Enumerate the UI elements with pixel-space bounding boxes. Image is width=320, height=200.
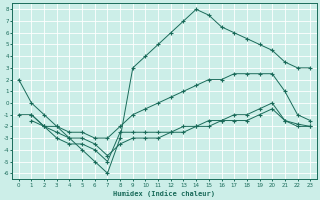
X-axis label: Humidex (Indice chaleur): Humidex (Indice chaleur) (114, 190, 215, 197)
